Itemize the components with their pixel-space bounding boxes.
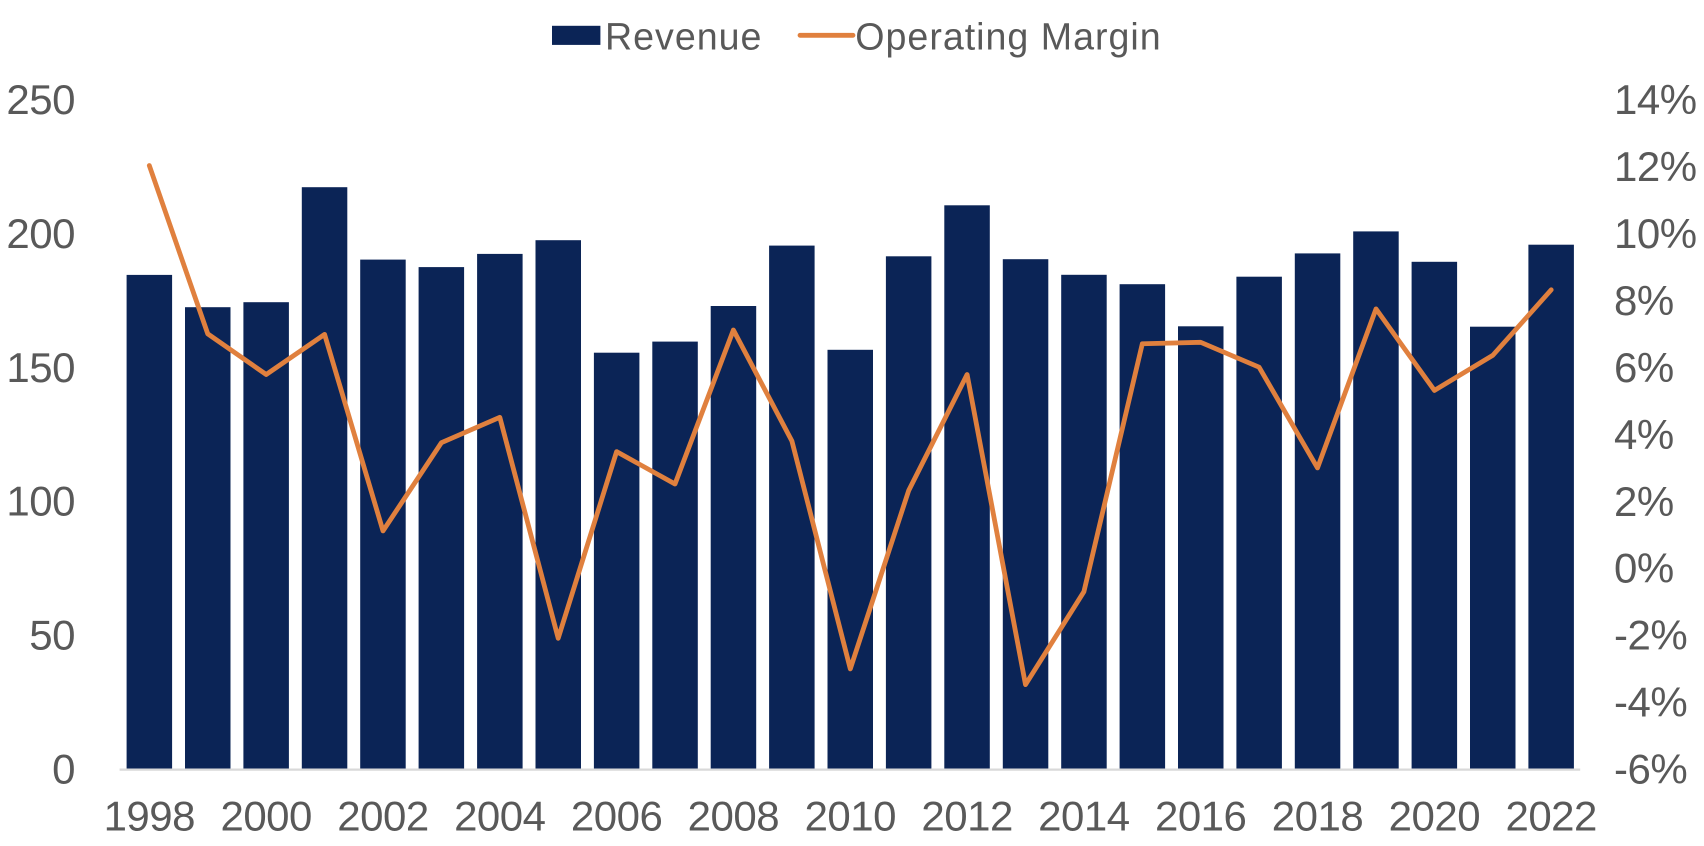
svg-text:2002: 2002 (337, 793, 428, 840)
svg-text:100: 100 (6, 478, 75, 525)
svg-text:150: 150 (6, 344, 75, 391)
svg-text:Revenue: Revenue (605, 16, 762, 58)
svg-text:0%: 0% (1614, 545, 1674, 592)
svg-text:2014: 2014 (1038, 793, 1130, 840)
svg-text:-6%: -6% (1614, 746, 1687, 793)
svg-text:4%: 4% (1614, 411, 1674, 458)
svg-text:12%: 12% (1614, 143, 1697, 190)
svg-text:200: 200 (6, 210, 75, 257)
svg-text:Operating Margin: Operating Margin (855, 16, 1161, 58)
svg-text:2016: 2016 (1155, 793, 1246, 840)
svg-text:2020: 2020 (1389, 793, 1480, 840)
svg-text:10%: 10% (1614, 210, 1697, 257)
svg-text:2022: 2022 (1505, 793, 1596, 840)
svg-text:14%: 14% (1614, 76, 1697, 123)
svg-text:50: 50 (29, 612, 75, 659)
svg-text:1998: 1998 (104, 793, 195, 840)
svg-text:2012: 2012 (921, 793, 1012, 840)
svg-text:2006: 2006 (571, 793, 662, 840)
svg-text:2018: 2018 (1272, 793, 1363, 840)
svg-text:-2%: -2% (1614, 612, 1687, 659)
svg-text:2004: 2004 (454, 793, 546, 840)
svg-text:2000: 2000 (220, 793, 311, 840)
svg-text:2008: 2008 (688, 793, 779, 840)
svg-text:-4%: -4% (1614, 679, 1687, 726)
svg-text:2%: 2% (1614, 478, 1674, 525)
svg-text:0: 0 (52, 746, 75, 793)
svg-text:8%: 8% (1614, 277, 1674, 324)
svg-text:2010: 2010 (805, 793, 896, 840)
svg-text:250: 250 (6, 76, 75, 123)
svg-text:6%: 6% (1614, 344, 1674, 391)
